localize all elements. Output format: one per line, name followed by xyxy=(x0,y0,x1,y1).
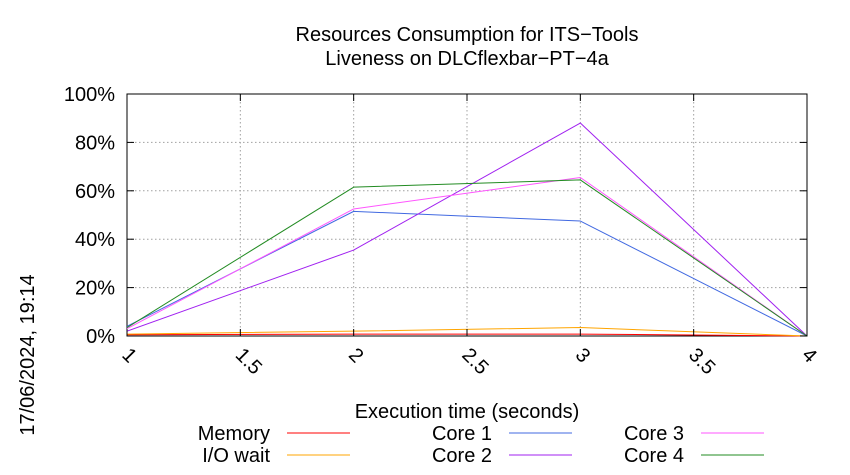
y-tick-label: 60% xyxy=(75,181,115,203)
y-tick-label: 40% xyxy=(75,229,115,251)
timestamp-label: 17/06/2024, 19:14 xyxy=(17,274,39,435)
series-line-core-3 xyxy=(126,176,808,337)
x-tick-label: 3.5 xyxy=(684,344,719,379)
series-line-core-2 xyxy=(126,122,808,337)
y-tick-label: 100% xyxy=(64,84,115,106)
x-tick-label: 1.5 xyxy=(231,344,266,379)
legend-label: Core 2 xyxy=(432,445,492,467)
legend-label: Core 1 xyxy=(432,423,492,445)
legend-label: I/O wait xyxy=(202,445,270,467)
y-tick-label: 80% xyxy=(75,132,115,154)
x-tick-label: 3 xyxy=(571,344,594,367)
y-tick-label: 0% xyxy=(86,326,115,348)
x-tick-label: 1 xyxy=(117,344,140,367)
series-line-core-4 xyxy=(126,179,808,337)
x-axis-label: Execution time (seconds) xyxy=(355,401,580,423)
chart-title-line1: Resources Consumption for ITS−Tools xyxy=(296,24,639,46)
x-tick-label: 4 xyxy=(797,344,820,367)
y-axis-ticks: 0% 20% 40% 60% 80% 100% xyxy=(64,84,807,348)
y-tick-label: 20% xyxy=(75,278,115,300)
legend-label: Memory xyxy=(198,423,270,445)
x-tick-label: 2 xyxy=(344,344,367,367)
chart-title-line2: Liveness on DLCflexbar−PT−4a xyxy=(325,48,609,70)
x-tick-label: 2.5 xyxy=(457,344,492,379)
grid xyxy=(127,94,807,336)
legend-label: Core 3 xyxy=(624,423,684,445)
legend-label: Core 4 xyxy=(624,445,684,467)
